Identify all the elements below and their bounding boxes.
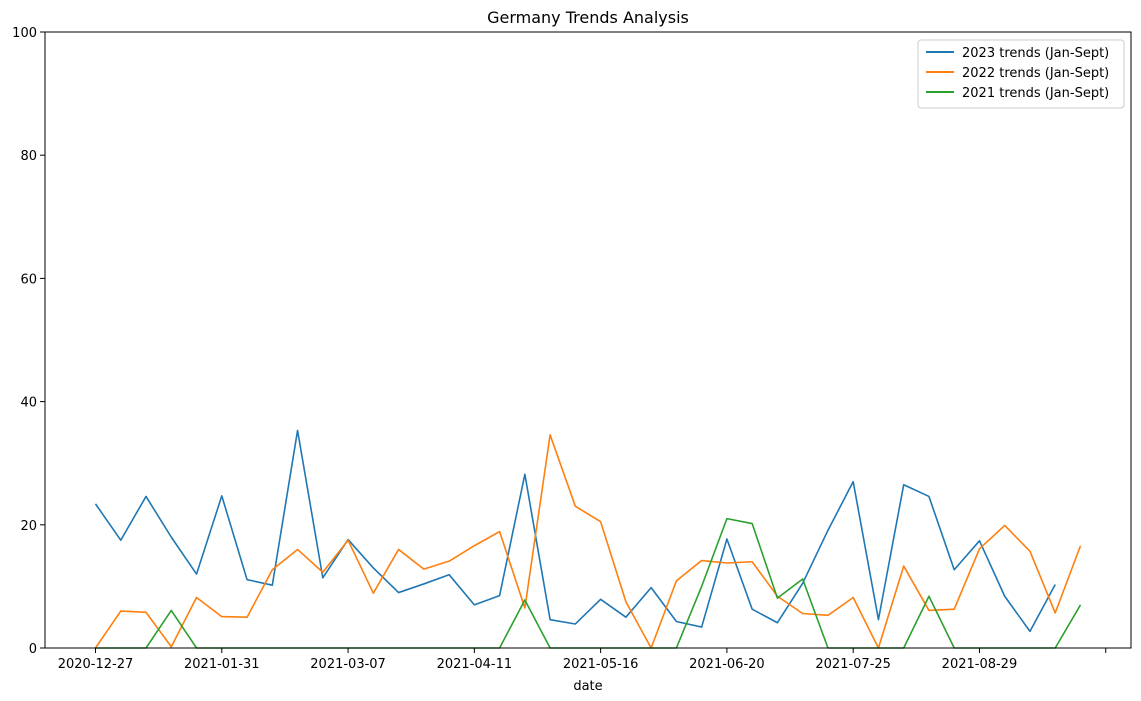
x-tick-label: 2021-05-16 — [563, 657, 639, 672]
x-tick-label: 2020-12-27 — [58, 657, 134, 672]
x-tick-label: 2021-08-29 — [942, 657, 1018, 672]
legend: 2023 trends (Jan-Sept) 2022 trends (Jan-S… — [917, 39, 1125, 109]
x-axis-label: date — [573, 679, 602, 694]
chart-title: Germany Trends Analysis — [487, 8, 689, 27]
y-tick-label: 20 — [20, 519, 37, 534]
legend-label: 2023 trends (Jan-Sept) — [962, 46, 1109, 61]
x-axis: 2020-12-27 2021-01-31 2021-03-07 2021-04-11… — [58, 648, 1107, 672]
plot-frame — [44, 31, 1132, 649]
y-tick-label: 40 — [20, 396, 37, 411]
x-tick-label: 2021-06-20 — [689, 657, 765, 672]
y-tick-label: 60 — [20, 272, 37, 287]
legend-label: 2021 trends (Jan-Sept) — [962, 86, 1109, 101]
x-tick-label: 2021-03-07 — [310, 657, 386, 672]
series-layer — [94, 429, 1082, 649]
legend-label: 2022 trends (Jan-Sept) — [962, 66, 1109, 81]
y-tick-label: 0 — [29, 642, 37, 657]
x-tick-label: 2021-01-31 — [184, 657, 260, 672]
series-line-3 — [95, 517, 1082, 649]
x-tick-label: 2021-07-25 — [815, 657, 891, 672]
y-axis: 0 20 40 60 80 100 — [12, 26, 45, 657]
series-line-1 — [94, 429, 1056, 633]
y-tick-label: 100 — [12, 26, 37, 41]
y-tick-label: 80 — [20, 149, 37, 164]
x-tick-label: 2021-04-11 — [437, 657, 513, 672]
legend-box — [917, 39, 1125, 109]
series-line-2 — [94, 434, 1082, 649]
